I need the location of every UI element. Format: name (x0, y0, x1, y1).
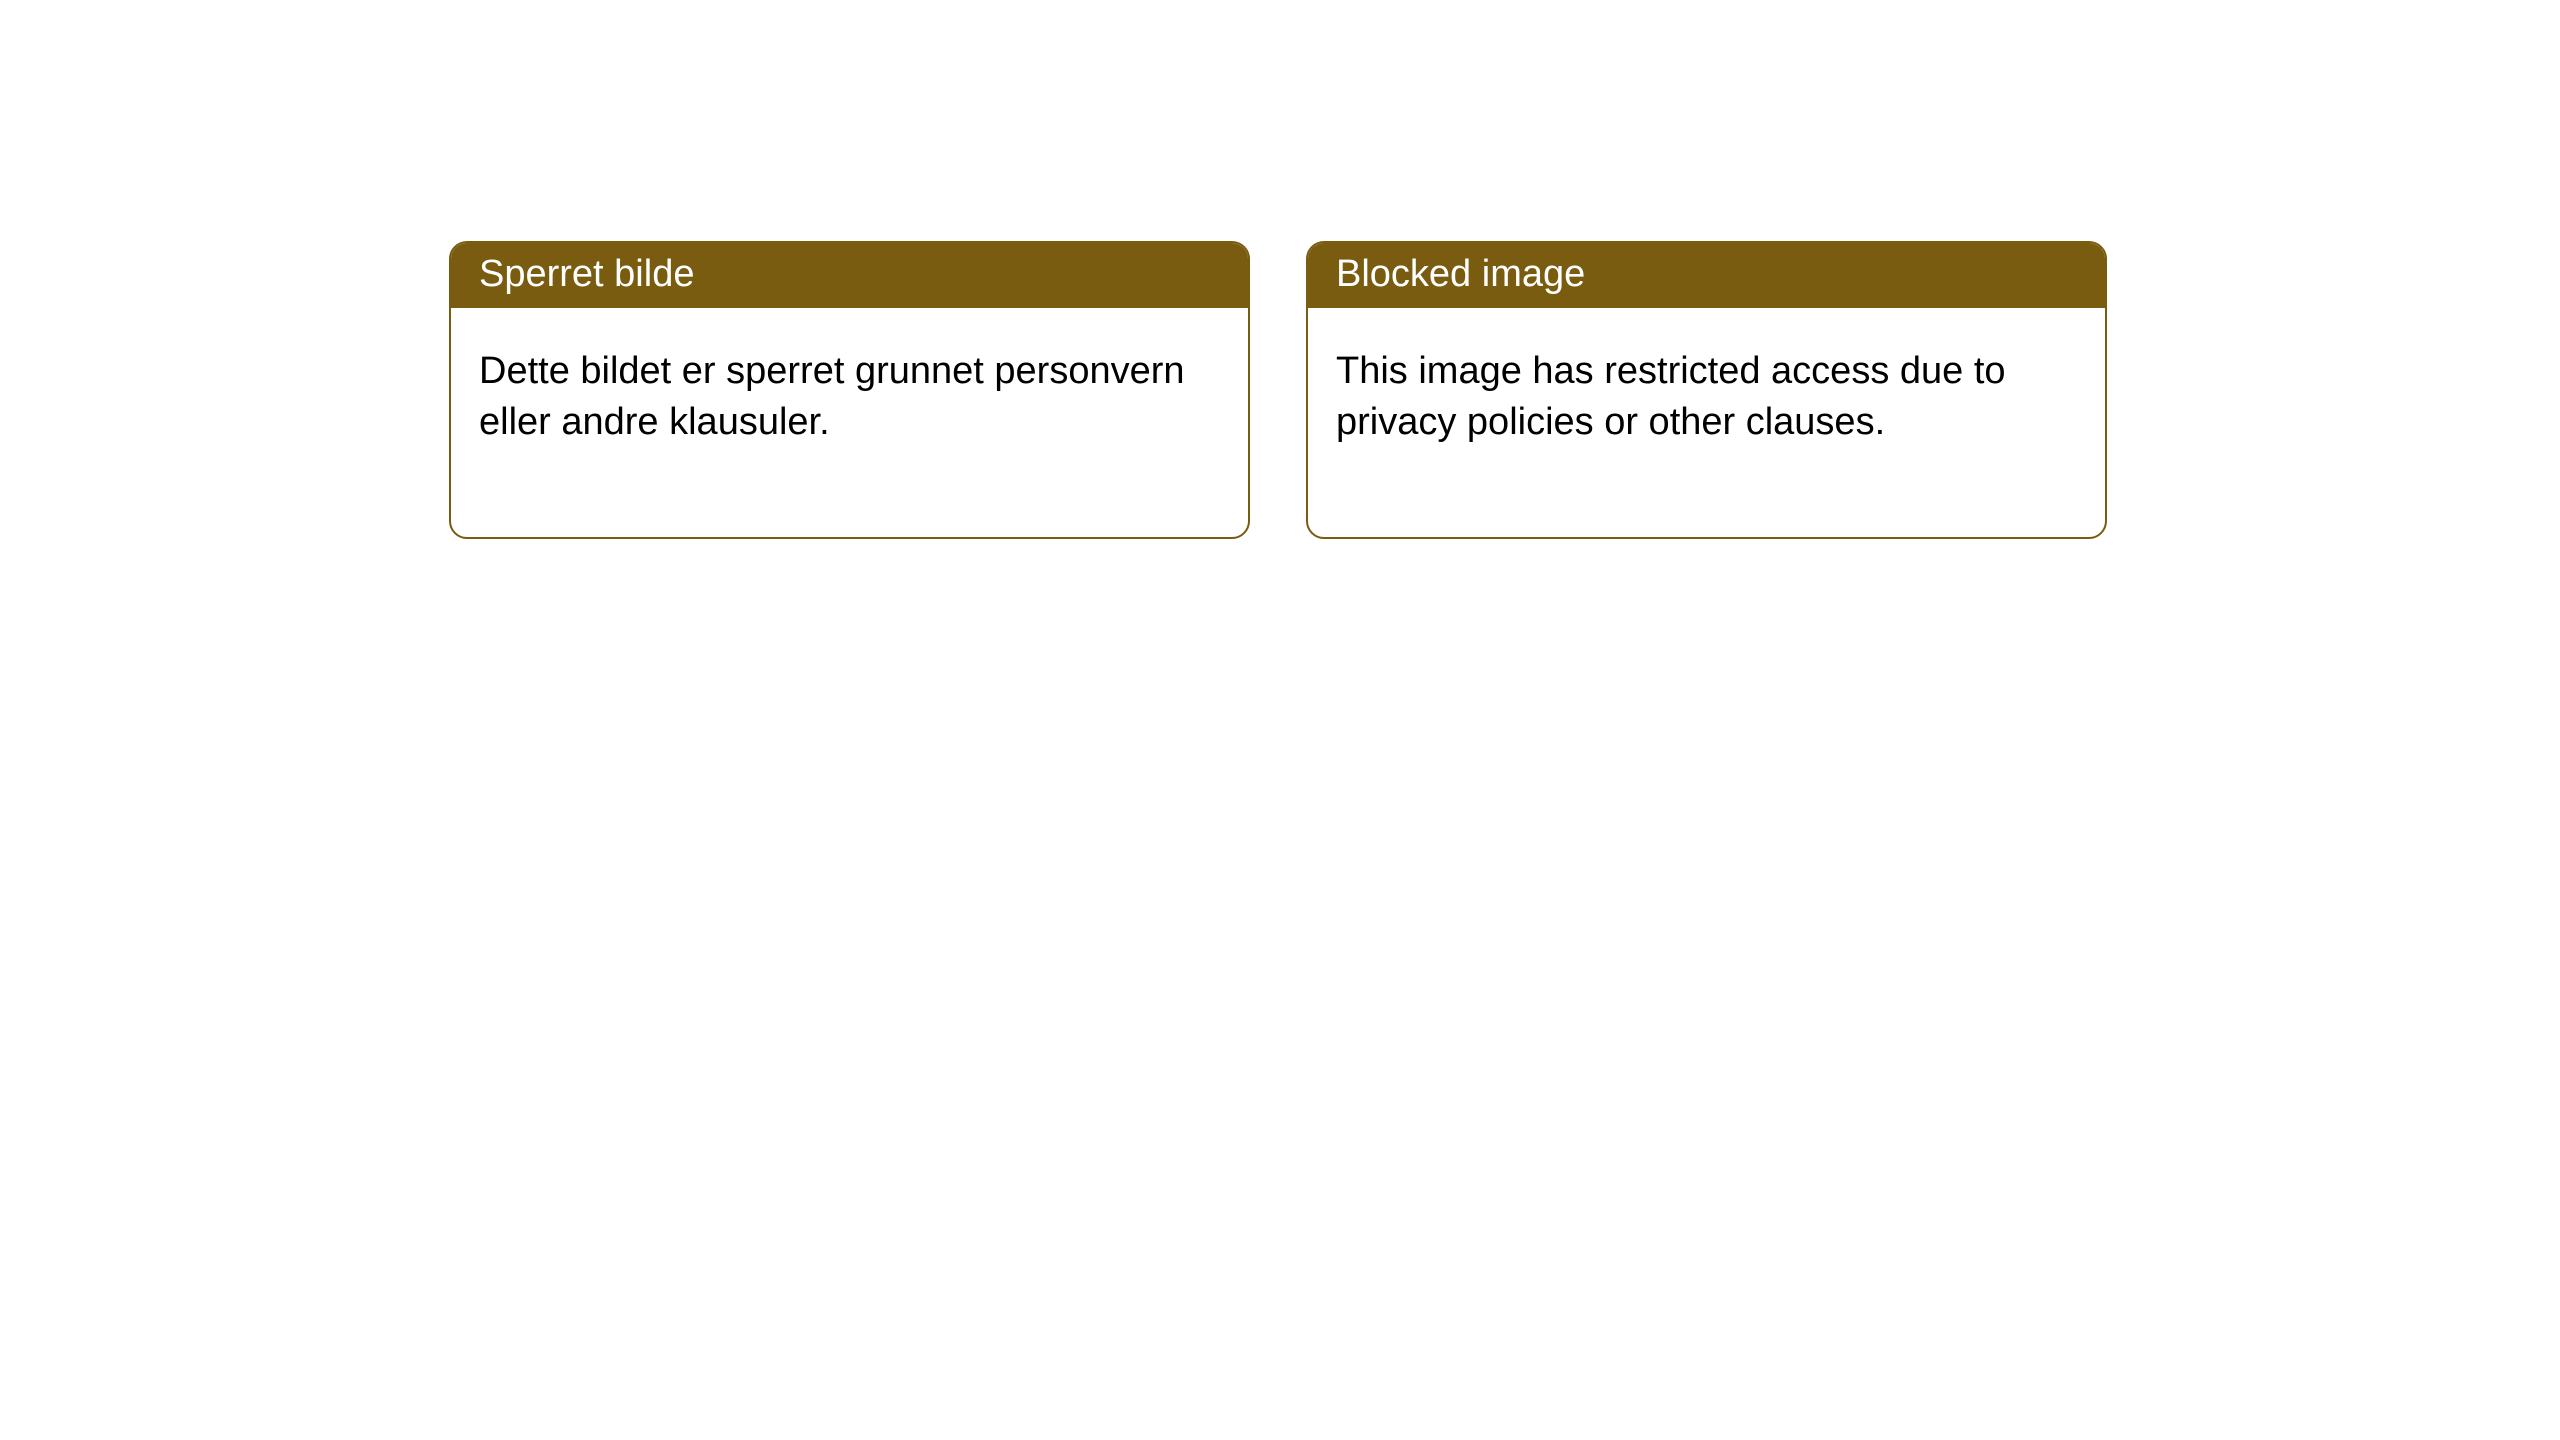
notice-card-norwegian: Sperret bilde Dette bildet er sperret gr… (449, 241, 1250, 539)
notice-card-english: Blocked image This image has restricted … (1306, 241, 2107, 539)
notice-card-body: This image has restricted access due to … (1308, 308, 2105, 537)
notice-card-body: Dette bildet er sperret grunnet personve… (451, 308, 1248, 537)
notice-card-title: Sperret bilde (451, 243, 1248, 308)
notice-container: Sperret bilde Dette bildet er sperret gr… (0, 0, 2560, 539)
notice-card-title: Blocked image (1308, 243, 2105, 308)
